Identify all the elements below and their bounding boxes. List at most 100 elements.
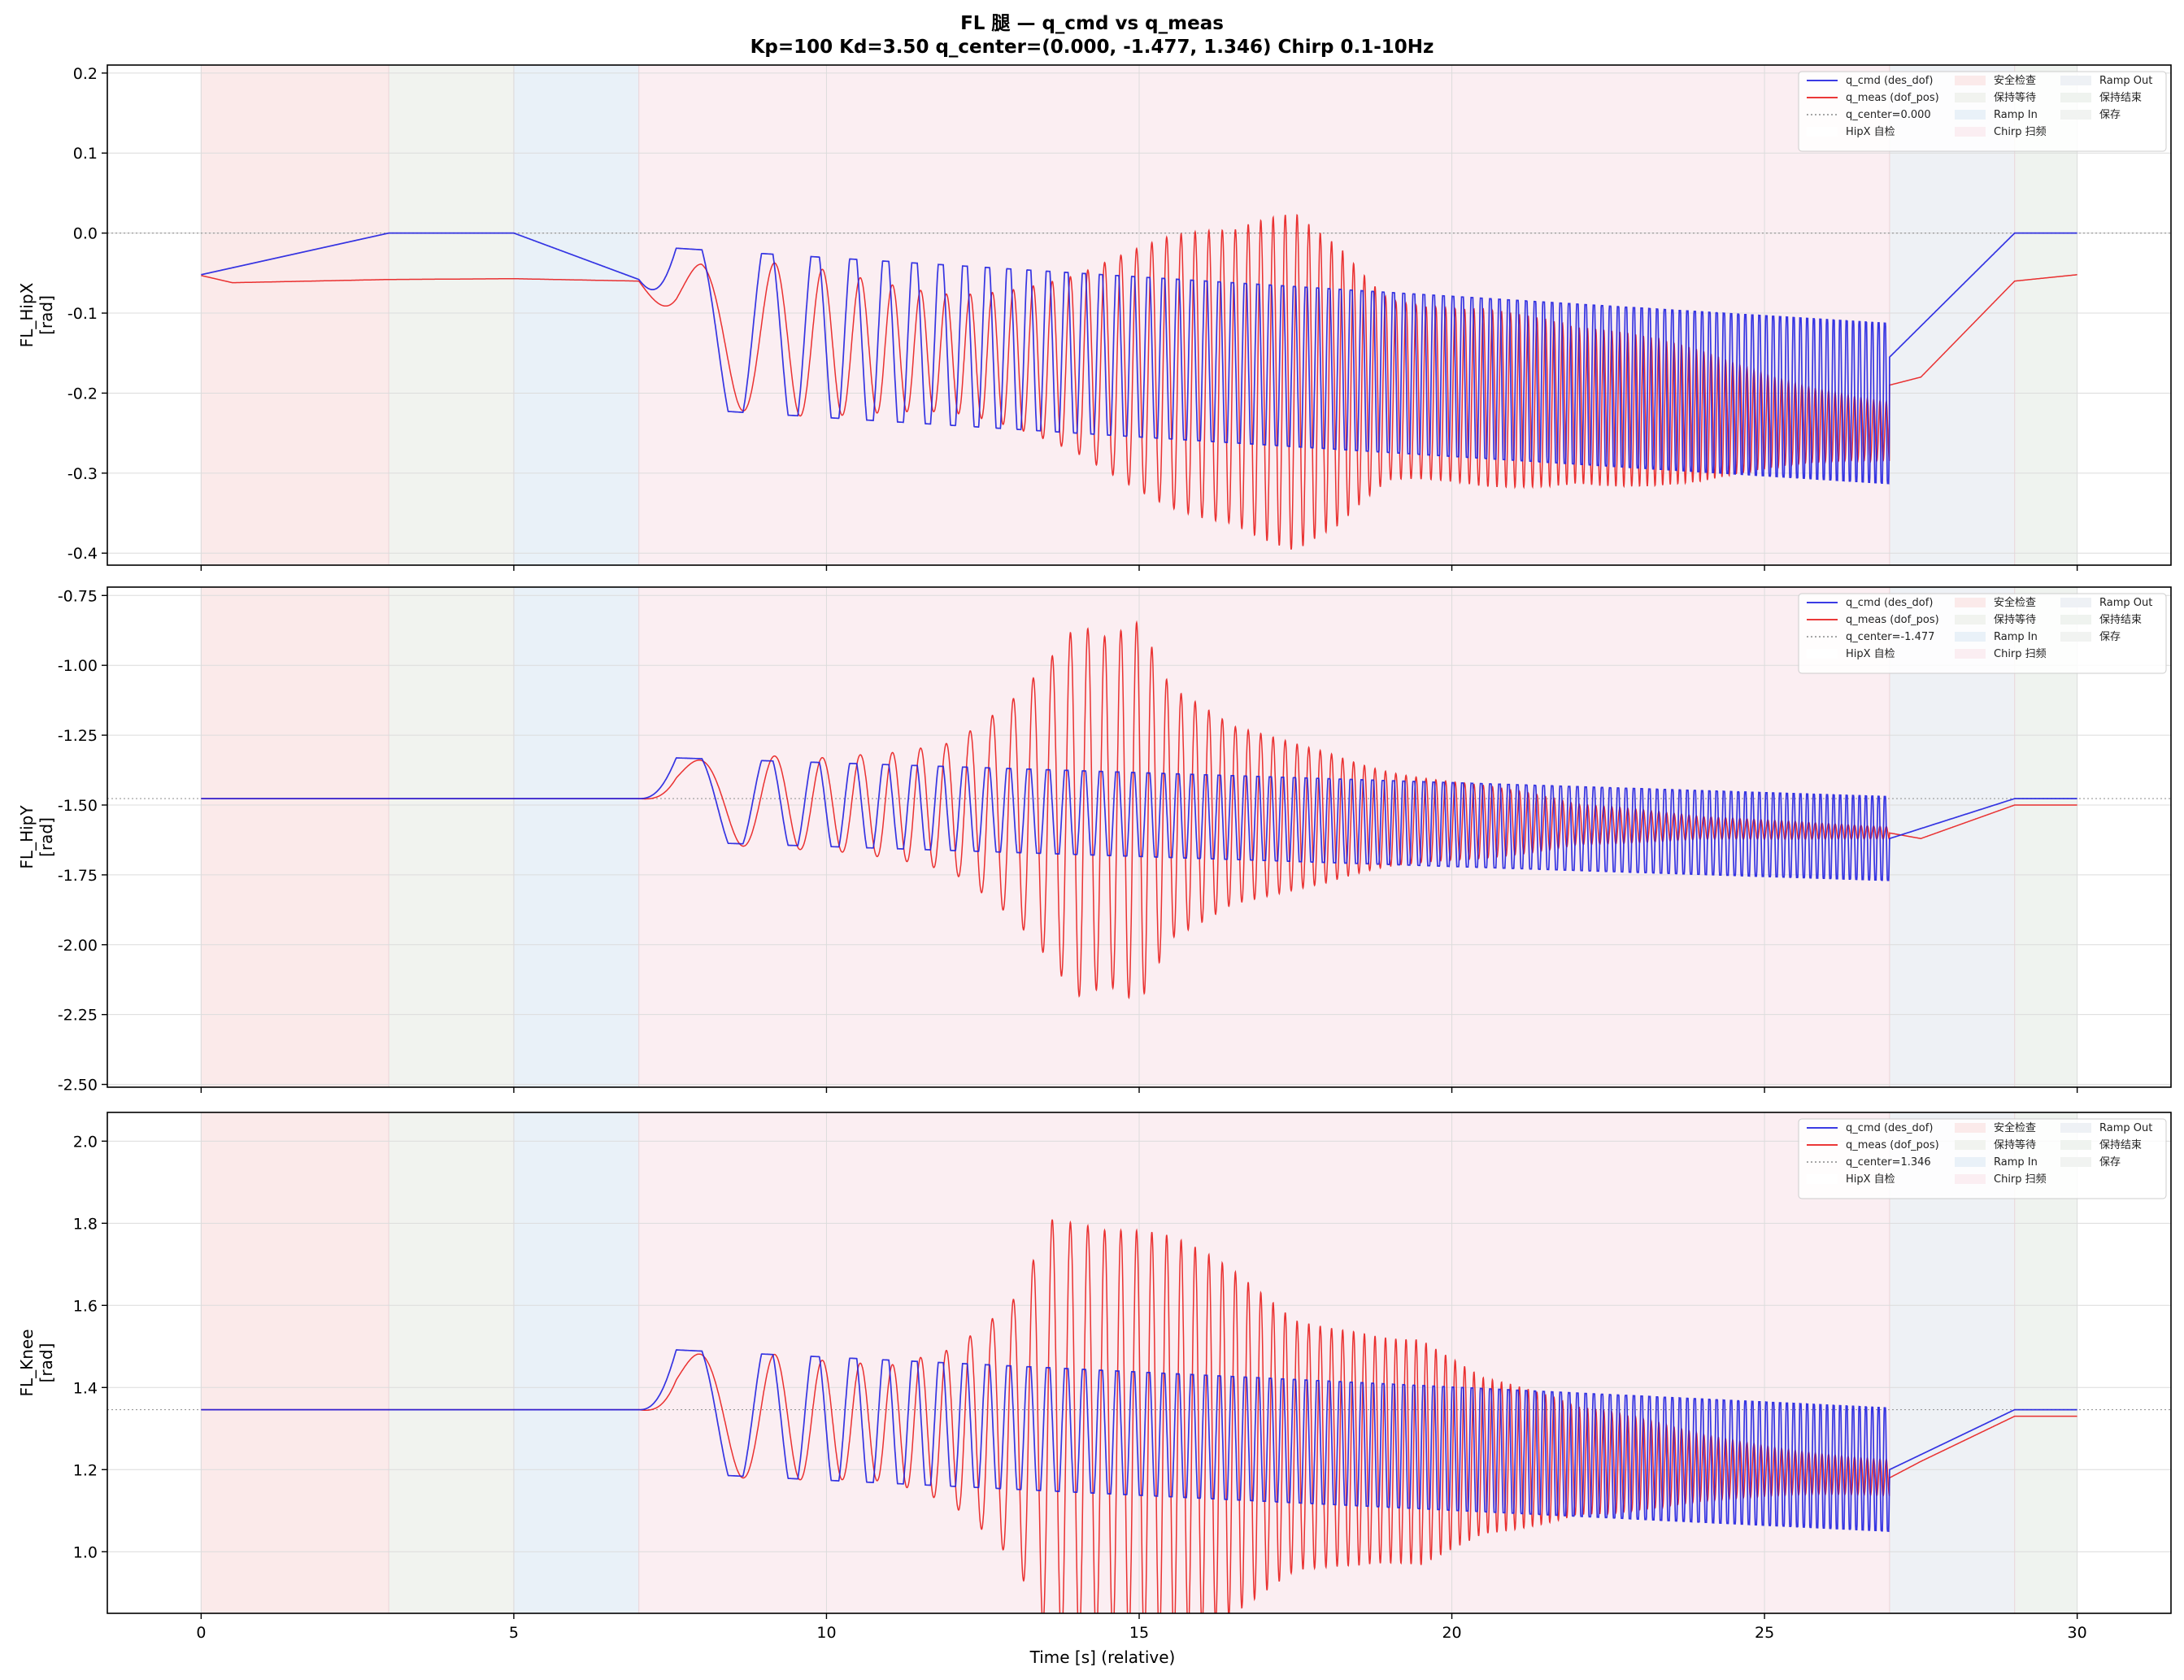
- phase-span-1: [389, 65, 514, 565]
- legend-item-phase-5-swatch: [2060, 615, 2091, 625]
- legend-item-hipx-label: HipX 自检: [1846, 648, 1895, 660]
- legend-item-save-label: 保存: [2099, 1156, 2121, 1169]
- legend-item-phase-3-label: Chirp 扫频: [1994, 126, 2047, 138]
- legend-item-phase-4-label: Ramp Out: [2099, 597, 2152, 609]
- legend-item-phase-1-swatch: [1955, 1140, 1986, 1150]
- legend-item-save-swatch: [2060, 1157, 2091, 1167]
- y-tick-label-1: 1.8: [73, 1215, 98, 1233]
- panels-group: 0.20.10.0-0.1-0.2-0.3-0.4FL_HipX [rad]q_c…: [17, 64, 2172, 1642]
- series-q-cmd: [201, 1349, 2077, 1533]
- legend-item-meas-label: q_meas (dof_pos): [1846, 92, 1939, 104]
- series-group: [201, 214, 2077, 550]
- series-q-meas: [201, 214, 2077, 550]
- legend-item-hipx-swatch: [1807, 127, 1838, 137]
- legend-item-phase-5-label: 保持结束: [2099, 92, 2142, 104]
- phase-span-0: [201, 65, 389, 565]
- y-tick-label-2: 1.6: [73, 1297, 98, 1315]
- legend-item-phase-3-swatch: [1955, 127, 1986, 137]
- phase-span-0: [201, 1112, 389, 1613]
- chart-title-line1: FL 腿 — q_cmd vs q_meas: [960, 13, 1224, 34]
- legend-item-phase-1-label: 保持等待: [1994, 1138, 2036, 1151]
- legend-item-hipx-label: HipX 自检: [1846, 1173, 1895, 1186]
- legend-item-phase-5-swatch: [2060, 1140, 2091, 1150]
- y-tick-label-0: 0.2: [73, 65, 98, 83]
- y-axis-label-name: FL_Knee: [17, 1329, 37, 1396]
- legend-item-cmd-label: q_cmd (des_dof): [1846, 1122, 1933, 1134]
- x-tick-label-3: 15: [1129, 1624, 1149, 1642]
- y-tick-label-3: 1.4: [73, 1379, 98, 1397]
- phase-span-1: [389, 1112, 514, 1613]
- legend-item-phase-3-label: Chirp 扫频: [1994, 1173, 2047, 1186]
- legend-item-center-label: q_center=-1.477: [1846, 631, 1934, 643]
- legend-item-phase-5-swatch: [2060, 93, 2091, 102]
- y-tick-label-5: -2.00: [58, 937, 98, 955]
- y-tick-label-1: -1.00: [58, 657, 98, 675]
- legend-item-phase-4-swatch: [2060, 76, 2091, 85]
- series-group: [201, 1219, 2077, 1613]
- x-tick-label-6: 30: [2068, 1624, 2087, 1642]
- legend-item-cmd-label: q_cmd (des_dof): [1846, 75, 1933, 87]
- x-tick-label-5: 25: [1755, 1624, 1774, 1642]
- y-tick-label-3: -0.1: [67, 305, 98, 323]
- legend-item-phase-0-swatch: [1955, 598, 1986, 607]
- phase-span-0: [201, 587, 389, 1087]
- legend: q_cmd (des_dof) q_meas (dof_pos) q_center=…: [1798, 1118, 2167, 1199]
- chart-title-line2: Kp=100 Kd=3.50 q_center=(0.000, -1.477, …: [750, 37, 1434, 58]
- legend-item-phase-0-label: 安全检查: [1994, 596, 2036, 609]
- legend-item-save-label: 保存: [2099, 631, 2121, 643]
- y-tick-label-4: -0.2: [67, 385, 98, 403]
- legend-item-save-label: 保存: [2099, 109, 2121, 121]
- legend-item-phase-2-label: Ramp In: [1994, 631, 2038, 643]
- y-tick-label-0: 2.0: [73, 1133, 98, 1151]
- y-tick-label-0: -0.75: [58, 587, 98, 605]
- phase-span-1: [389, 587, 514, 1087]
- legend: q_cmd (des_dof) q_meas (dof_pos) q_center=…: [1798, 593, 2167, 674]
- phase-span-2: [513, 65, 639, 565]
- phase-span-3: [638, 1112, 1890, 1613]
- legend-item-phase-5-label: 保持结束: [2099, 614, 2142, 626]
- y-tick-label-6: -0.4: [67, 545, 98, 563]
- legend-item-phase-4-label: Ramp Out: [2099, 75, 2152, 87]
- legend-item-phase-0-label: 安全检查: [1994, 1121, 2036, 1134]
- legend-item-meas-label: q_meas (dof_pos): [1846, 614, 1939, 626]
- x-tick-label-0: 0: [196, 1624, 206, 1642]
- legend-item-center-label: q_center=0.000: [1846, 109, 1931, 121]
- y-tick-label-2: 0.0: [73, 225, 98, 243]
- legend-item-phase-2-label: Ramp In: [1994, 1156, 2038, 1169]
- y-tick-label-1: 0.1: [73, 145, 98, 163]
- legend-item-phase-3-label: Chirp 扫频: [1994, 648, 2047, 660]
- legend-item-phase-3-swatch: [1955, 649, 1986, 659]
- x-tick-label-2: 10: [816, 1624, 836, 1642]
- y-tick-label-3: -1.50: [58, 797, 98, 815]
- y-axis-label-unit: [rad]: [37, 817, 56, 857]
- y-axis-label-unit: [rad]: [37, 295, 56, 335]
- legend-item-phase-4-swatch: [2060, 598, 2091, 607]
- y-tick-label-5: 1.0: [73, 1543, 98, 1561]
- series-group: [201, 620, 2077, 1000]
- legend-item-phase-1-swatch: [1955, 93, 1986, 102]
- y-tick-label-5: -0.3: [67, 465, 98, 483]
- y-tick-label-6: -2.25: [58, 1007, 98, 1025]
- x-tick-label-1: 5: [509, 1624, 519, 1642]
- legend-item-phase-1-label: 保持等待: [1994, 91, 2036, 104]
- y-axis-label-name: FL_HipY: [17, 805, 37, 869]
- series-q-cmd: [201, 232, 2077, 485]
- legend-item-phase-2-swatch: [1955, 632, 1986, 642]
- y-axis-label-name: FL_HipX: [17, 282, 37, 347]
- legend-item-phase-0-label: 安全检查: [1994, 74, 2036, 87]
- y-tick-label-7: -2.50: [58, 1077, 98, 1095]
- x-tick-label-4: 20: [1442, 1624, 1461, 1642]
- series-q-cmd: [201, 757, 2077, 881]
- legend-item-phase-0-swatch: [1955, 1123, 1986, 1133]
- legend-item-phase-1-swatch: [1955, 615, 1986, 625]
- legend-item-phase-2-label: Ramp In: [1994, 109, 2038, 121]
- phase-span-2: [513, 587, 639, 1087]
- legend-item-phase-4-label: Ramp Out: [2099, 1122, 2152, 1134]
- legend-item-save-swatch: [2060, 110, 2091, 120]
- y-tick-label-4: -1.75: [58, 867, 98, 885]
- y-tick-label-4: 1.2: [73, 1461, 98, 1479]
- legend-item-cmd-label: q_cmd (des_dof): [1846, 597, 1933, 609]
- legend-item-phase-5-label: 保持结束: [2099, 1139, 2142, 1151]
- phase-span-2: [513, 1112, 639, 1613]
- legend-item-meas-label: q_meas (dof_pos): [1846, 1139, 1939, 1151]
